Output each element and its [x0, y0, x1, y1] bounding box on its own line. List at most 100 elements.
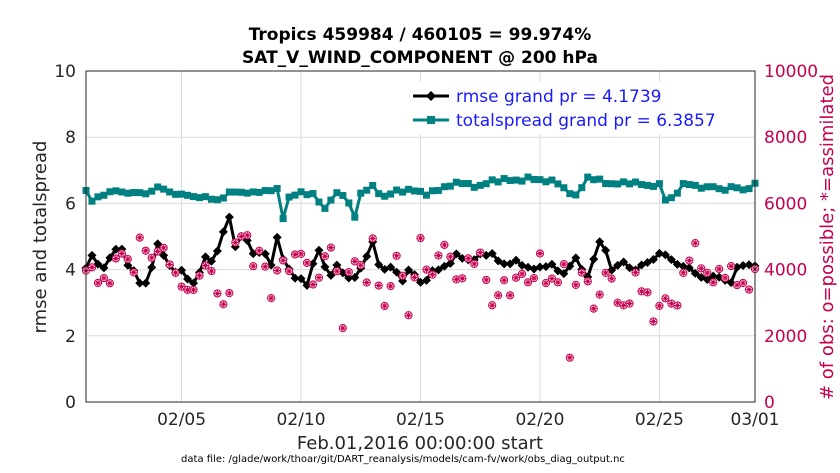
rmse-point: [595, 237, 605, 247]
rmse-point: [547, 259, 557, 269]
totalspread-point: [225, 188, 233, 196]
totalspread-point: [345, 199, 353, 207]
legend: rmse grand pr = 4.1739 totalspread grand…: [407, 82, 751, 134]
totalspread-point: [727, 183, 735, 191]
rmse-point: [589, 254, 599, 264]
totalspread-point: [739, 186, 747, 194]
totalspread-point: [620, 178, 628, 186]
rmse-point: [326, 270, 336, 280]
obs-star: [602, 269, 609, 276]
x-tick-label: 02/20: [515, 410, 564, 430]
obs-star: [369, 235, 376, 242]
totalspread-point: [679, 180, 687, 188]
obs-star: [722, 274, 729, 281]
rmse-point: [123, 260, 133, 270]
obs-star: [327, 244, 334, 251]
totalspread-point: [548, 176, 556, 184]
totalspread-point: [733, 184, 741, 192]
rmse-point: [135, 278, 145, 288]
obs-star: [626, 300, 633, 307]
obs-star: [124, 256, 131, 263]
totalspread-point: [94, 193, 102, 201]
totalspread-point: [279, 215, 287, 223]
totalspread-point: [351, 213, 359, 221]
obs-star: [280, 257, 287, 264]
legend-rmse-label: rmse grand pr = 4.1739: [456, 87, 661, 107]
totalspread-point: [309, 190, 317, 198]
obs-star: [226, 290, 233, 297]
rmse-point: [404, 265, 414, 275]
obs-star: [608, 275, 615, 282]
totalspread-point: [590, 176, 598, 184]
totalspread-point: [363, 186, 371, 194]
y-tick-label: 8: [65, 128, 76, 148]
rmse-point: [189, 278, 199, 288]
totalspread-point: [572, 191, 580, 199]
totalspread-point: [357, 189, 365, 197]
obs-star: [375, 282, 382, 289]
totalspread-point: [626, 180, 634, 188]
obs-star: [596, 291, 603, 298]
obs-star: [536, 250, 543, 257]
obs-star: [716, 265, 723, 272]
totalspread-point: [440, 183, 448, 191]
obs-star: [459, 275, 466, 282]
obs-star: [656, 302, 663, 309]
x-tick-label: 03/01: [731, 410, 780, 430]
totalspread-point: [219, 194, 227, 202]
totalspread-point: [673, 189, 681, 197]
obs-star: [644, 289, 651, 296]
obs-star: [357, 262, 364, 269]
totalspread-point: [178, 190, 186, 198]
obs-star: [525, 279, 532, 286]
obs-star: [530, 275, 537, 282]
x-axis-label: Feb.01,2016 00:00:00 start: [297, 433, 543, 454]
totalspread-point: [608, 180, 616, 188]
legend-box: [407, 82, 751, 134]
totalspread-point: [387, 190, 395, 198]
obs-star: [190, 286, 197, 293]
obs-star: [411, 274, 418, 281]
obs-star: [519, 270, 526, 277]
rmse-point: [183, 274, 193, 284]
totalspread-point: [512, 176, 520, 184]
totalspread-point: [201, 193, 209, 201]
rmse-point: [421, 275, 431, 285]
totalspread-point: [530, 175, 538, 183]
obs-star: [250, 263, 257, 270]
obs-star: [650, 318, 657, 325]
totalspread-point: [542, 178, 550, 186]
obs-star: [554, 279, 561, 286]
totalspread-point: [100, 191, 108, 199]
obs-star: [244, 232, 251, 239]
rmse-point: [505, 259, 515, 269]
y-tick-label: 4: [65, 261, 76, 281]
rmse-point: [212, 246, 222, 256]
rmse-point: [374, 260, 384, 270]
y2-axis-label: # of obs: o=possible; *=assimilated: [817, 74, 838, 400]
obs-star: [489, 302, 496, 309]
rmse-point: [141, 278, 151, 288]
rmse-point: [660, 250, 670, 260]
obs-star: [88, 264, 95, 271]
rmse-point: [314, 245, 324, 255]
rmse-point: [111, 244, 121, 254]
totalspread-point: [703, 183, 711, 191]
totalspread-point: [488, 176, 496, 184]
totalspread-point: [333, 189, 341, 197]
rmse-point: [571, 253, 581, 263]
obs-star: [304, 259, 311, 266]
obs-star: [292, 251, 299, 258]
obs-star: [381, 303, 388, 310]
obs-star: [614, 299, 621, 306]
totalspread-point: [160, 185, 168, 193]
obs-star: [405, 312, 412, 319]
totalspread-point: [500, 175, 508, 183]
obs-star: [214, 290, 221, 297]
obs-star: [441, 241, 448, 248]
obs-star: [668, 300, 675, 307]
totalspread-point: [721, 186, 729, 194]
rmse-point: [535, 262, 545, 272]
totalspread-point: [649, 182, 657, 190]
totalspread-point: [709, 183, 717, 191]
